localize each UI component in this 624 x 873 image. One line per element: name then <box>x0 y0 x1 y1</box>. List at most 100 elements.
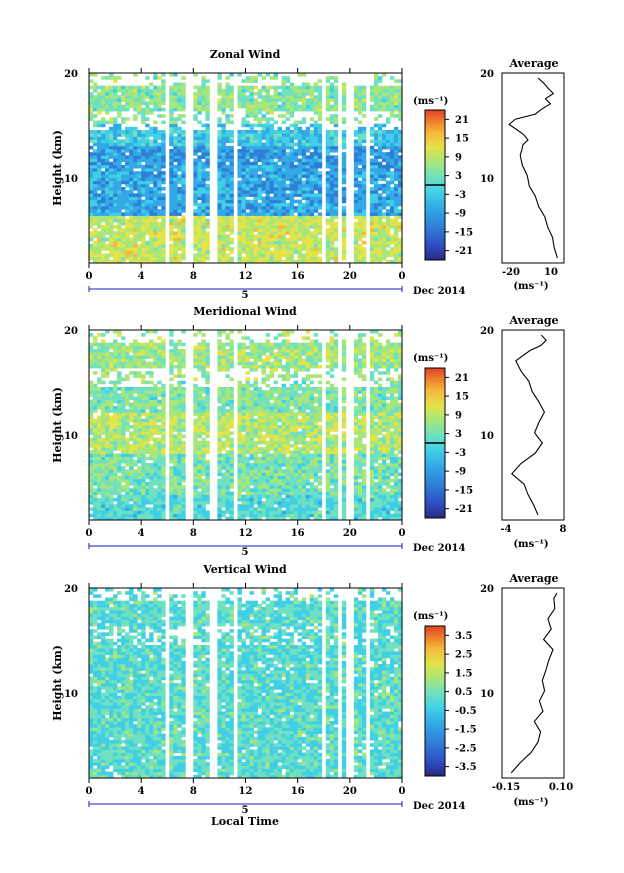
heatmap-cell <box>309 234 315 239</box>
heatmap-cell <box>301 507 307 511</box>
heatmap-cell <box>369 174 375 178</box>
heatmap-cell <box>149 491 154 496</box>
heatmap-cell <box>397 174 403 178</box>
heatmap-cell <box>161 221 166 226</box>
heatmap-cell <box>173 152 178 156</box>
heatmap-cell <box>153 513 158 518</box>
heatmap-cell <box>381 177 387 182</box>
heatmap-cell <box>105 212 110 216</box>
heatmap-cell <box>97 136 102 140</box>
heatmap-cell <box>177 453 182 458</box>
heatmap-cell <box>253 142 258 147</box>
heatmap-cell <box>261 218 266 223</box>
heatmap-cell <box>241 168 246 172</box>
heatmap-cell <box>169 142 174 147</box>
heatmap-cell <box>325 101 331 106</box>
heatmap-cell <box>137 104 142 109</box>
heatmap-cell <box>205 256 210 261</box>
heatmap-cell <box>313 133 319 137</box>
heatmap-cell <box>89 98 94 102</box>
heatmap-cell <box>333 199 339 204</box>
heatmap-cell <box>385 174 391 178</box>
heatmap-cell <box>317 240 323 245</box>
heatmap-cell <box>181 469 186 473</box>
heatmap-cell <box>225 82 230 87</box>
heatmap-cell <box>381 253 387 258</box>
heatmap-cell <box>113 259 118 264</box>
heatmap-cell <box>249 488 254 492</box>
heatmap-cell <box>197 240 202 245</box>
heatmap-cell <box>393 196 399 201</box>
heatmap-cell <box>301 168 307 172</box>
heatmap-cell <box>341 485 347 489</box>
heatmap-cell <box>153 193 158 197</box>
heatmap-cell <box>257 209 262 213</box>
heatmap-cell <box>193 130 198 134</box>
heatmap-cell <box>129 237 134 242</box>
heatmap-cell <box>149 450 154 454</box>
heatmap-cell <box>245 456 250 461</box>
heatmap-cell <box>89 202 94 207</box>
heatmap-cell <box>397 228 403 232</box>
heatmap-cell <box>225 149 230 153</box>
heatmap-cell <box>177 450 182 454</box>
heatmap-cell <box>153 440 158 445</box>
heatmap-cell <box>257 228 262 232</box>
heatmap-cell <box>301 513 307 518</box>
heatmap-cell <box>117 447 122 451</box>
heatmap-cell <box>277 516 283 521</box>
heatmap-cell <box>333 237 339 242</box>
heatmap-cell <box>377 155 383 159</box>
heatmap-cell <box>389 136 395 140</box>
heatmap-cell <box>97 450 102 454</box>
heatmap-cell <box>301 145 307 150</box>
heatmap-cell <box>193 95 198 99</box>
heatmap-cell <box>245 98 250 102</box>
heatmap-cell <box>313 98 319 102</box>
heatmap-cell <box>325 244 331 248</box>
heatmap-cell <box>357 228 363 232</box>
heatmap-cell <box>137 193 142 197</box>
heatmap-cell <box>145 482 150 486</box>
heatmap-cell <box>293 501 299 505</box>
heatmap-cell <box>245 136 250 140</box>
heatmap-cell <box>201 440 206 445</box>
heatmap-cell <box>289 240 295 245</box>
heatmap-cell <box>273 488 278 492</box>
heatmap-cell <box>101 206 106 210</box>
heatmap-cell <box>385 88 391 93</box>
heatmap-cell <box>373 180 379 185</box>
heatmap-cell <box>393 485 399 489</box>
heatmap-cell <box>305 126 311 131</box>
heatmap-cell <box>161 95 166 99</box>
heatmap-cell <box>357 444 363 448</box>
heatmap-cell <box>217 504 222 508</box>
heatmap-cell <box>257 158 262 163</box>
heatmap-cell <box>309 488 315 492</box>
heatmap-cell <box>245 469 250 473</box>
heatmap-cell <box>301 504 307 508</box>
heatmap-cell <box>121 98 126 102</box>
heatmap-cell <box>289 187 295 191</box>
heatmap-cell <box>141 256 146 261</box>
heatmap-cell <box>257 250 262 254</box>
heatmap-cell <box>317 152 323 156</box>
heatmap-cell <box>141 190 146 194</box>
heatmap-cell <box>149 88 154 93</box>
heatmap-cell <box>261 513 266 518</box>
heatmap-cell <box>389 494 395 499</box>
heatmap-cell <box>261 501 266 505</box>
heatmap-cell <box>397 516 403 521</box>
heatmap-cell <box>285 218 291 223</box>
heatmap-cell <box>125 190 130 194</box>
heatmap-cell <box>397 161 403 166</box>
heatmap-cell <box>101 187 106 191</box>
heatmap-cell <box>297 259 303 264</box>
heatmap-cell <box>265 482 270 486</box>
heatmap-cell <box>177 469 182 473</box>
heatmap-cell <box>305 488 311 492</box>
heatmap-cell <box>253 450 258 454</box>
heatmap-cell <box>257 73 262 77</box>
heatmap-cell <box>377 130 383 134</box>
heatmap-cell <box>113 469 118 473</box>
